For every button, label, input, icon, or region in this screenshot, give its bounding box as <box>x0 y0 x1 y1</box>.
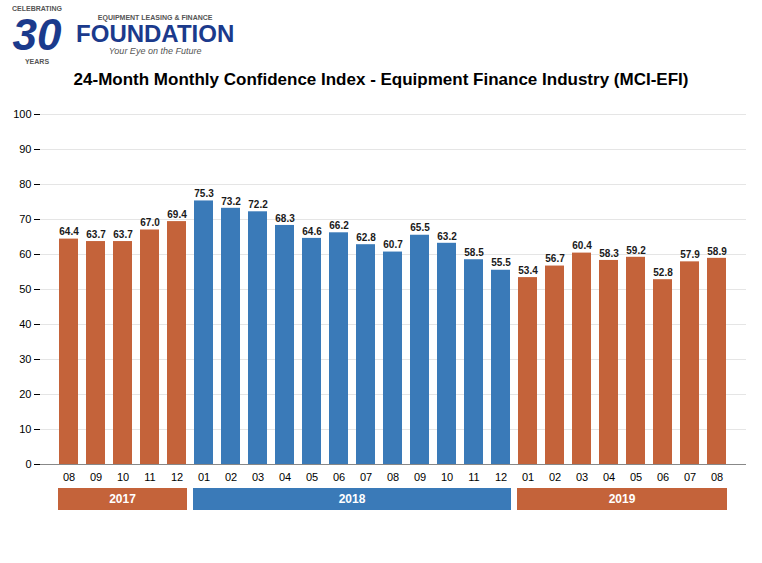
svg-text:58.5: 58.5 <box>464 247 484 258</box>
svg-text:40: 40 <box>19 318 31 330</box>
svg-text:60: 60 <box>19 248 31 260</box>
svg-text:64.4: 64.4 <box>59 226 79 237</box>
svg-text:02: 02 <box>549 471 561 483</box>
svg-text:73.2: 73.2 <box>221 196 241 207</box>
svg-text:03: 03 <box>252 471 264 483</box>
svg-text:04: 04 <box>603 471 615 483</box>
svg-text:10: 10 <box>441 471 453 483</box>
svg-text:60.4: 60.4 <box>572 240 592 251</box>
svg-text:58.3: 58.3 <box>599 248 619 259</box>
svg-text:80: 80 <box>19 178 31 190</box>
svg-text:69.4: 69.4 <box>167 209 187 220</box>
svg-text:55.5: 55.5 <box>491 257 511 268</box>
svg-text:72.2: 72.2 <box>248 199 268 210</box>
svg-text:52.8: 52.8 <box>653 267 673 278</box>
svg-text:62.8: 62.8 <box>356 232 376 243</box>
svg-text:07: 07 <box>360 471 372 483</box>
svg-text:0: 0 <box>25 458 31 470</box>
svg-text:08: 08 <box>387 471 399 483</box>
svg-text:12: 12 <box>171 471 183 483</box>
svg-text:67.0: 67.0 <box>140 217 160 228</box>
html-text:30: 30 <box>12 9 62 59</box>
svg-text:64.6: 64.6 <box>302 226 322 237</box>
svg-text:09: 09 <box>90 471 102 483</box>
svg-text:50: 50 <box>19 283 31 295</box>
html-text:Your Eye on the Future: Your Eye on the Future <box>108 45 202 56</box>
svg-text:63.7: 63.7 <box>86 229 106 240</box>
svg-text:03: 03 <box>576 471 588 483</box>
svg-text:11: 11 <box>144 471 155 483</box>
html-text:FOUNDATION: FOUNDATION <box>76 20 235 48</box>
svg-text:30: 30 <box>19 353 31 365</box>
svg-text:63.7: 63.7 <box>113 229 133 240</box>
svg-text:04: 04 <box>279 471 291 483</box>
svg-text:12: 12 <box>495 471 507 483</box>
html-text:2018: 2018 <box>338 492 366 506</box>
html-text:EQUIPMENT LEASING & FINANCE: EQUIPMENT LEASING & FINANCE <box>97 14 213 21</box>
svg-text:63.2: 63.2 <box>437 231 457 242</box>
svg-text:56.7: 56.7 <box>545 253 565 264</box>
svg-text:01: 01 <box>198 471 210 483</box>
svg-text:05: 05 <box>630 471 642 483</box>
html-text:24-Month Monthly Confidence In: 24-Month Monthly Confidence Index - Equi… <box>73 70 689 89</box>
svg-text:08: 08 <box>63 471 75 483</box>
svg-text:66.2: 66.2 <box>329 220 349 231</box>
html-text:YEARS: YEARS <box>25 58 50 66</box>
svg-text:06: 06 <box>333 471 345 483</box>
svg-text:05: 05 <box>306 471 318 483</box>
svg-text:70: 70 <box>19 213 31 225</box>
svg-text:20: 20 <box>19 388 31 400</box>
svg-text:58.9: 58.9 <box>707 246 727 257</box>
html-text:2019: 2019 <box>608 492 636 506</box>
svg-text:08: 08 <box>711 471 723 483</box>
svg-text:100: 100 <box>13 108 31 120</box>
svg-text:90: 90 <box>19 143 31 155</box>
svg-text:59.2: 59.2 <box>626 245 646 256</box>
svg-text:60.7: 60.7 <box>383 239 403 250</box>
svg-text:11: 11 <box>468 471 479 483</box>
svg-text:75.3: 75.3 <box>194 188 214 199</box>
svg-text:68.3: 68.3 <box>275 213 295 224</box>
svg-text:06: 06 <box>657 471 669 483</box>
html-text:2017: 2017 <box>109 492 136 506</box>
svg-text:10: 10 <box>117 471 129 483</box>
svg-text:10: 10 <box>19 423 31 435</box>
svg-text:07: 07 <box>684 471 696 483</box>
svg-text:02: 02 <box>225 471 237 483</box>
svg-text:01: 01 <box>522 471 534 483</box>
svg-text:57.9: 57.9 <box>680 249 700 260</box>
html-text:CELEBRATING: CELEBRATING <box>12 4 62 12</box>
svg-text:09: 09 <box>414 471 426 483</box>
svg-text:65.5: 65.5 <box>410 222 430 233</box>
svg-text:53.4: 53.4 <box>518 265 538 276</box>
